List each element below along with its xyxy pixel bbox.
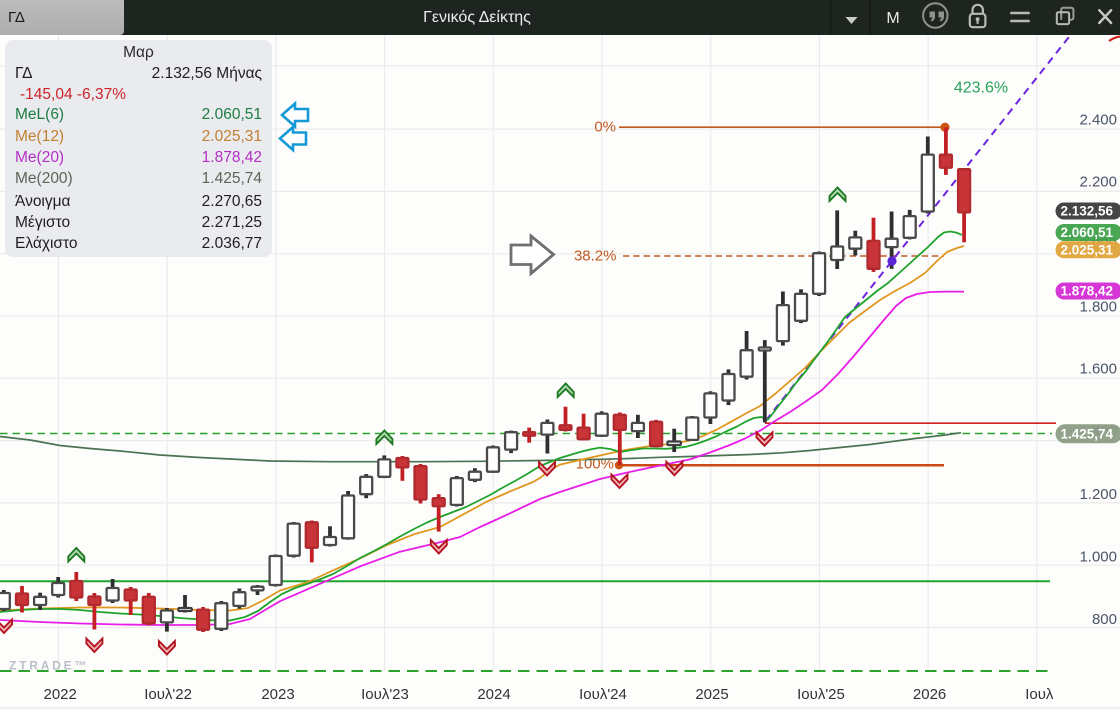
svg-text:2022: 2022: [44, 686, 77, 703]
svg-text:1.200: 1.200: [1079, 486, 1117, 503]
svg-text:ZTRADE™: ZTRADE™: [9, 659, 89, 673]
svg-text:1.000: 1.000: [1079, 549, 1117, 566]
svg-text:423.6%: 423.6%: [954, 80, 1008, 97]
svg-text:M: M: [886, 10, 899, 27]
svg-text:1.878,42: 1.878,42: [1061, 284, 1114, 299]
svg-text:2024: 2024: [477, 686, 510, 703]
svg-text:38.2%: 38.2%: [574, 248, 617, 265]
svg-text:2026: 2026: [913, 686, 946, 703]
svg-text:1.425,74: 1.425,74: [1061, 427, 1114, 442]
svg-text:2025: 2025: [695, 686, 728, 703]
svg-text:2023: 2023: [261, 686, 294, 703]
svg-text:Ιουλ'24: Ιουλ'24: [579, 686, 627, 703]
svg-text:Ιουλ'25: Ιουλ'25: [797, 686, 845, 703]
svg-text:0%: 0%: [594, 119, 616, 136]
svg-text:Ιουλ: Ιουλ: [1025, 686, 1054, 703]
svg-text:100%: 100%: [576, 456, 614, 473]
svg-text:Ιουλ'23: Ιουλ'23: [361, 686, 409, 703]
svg-text:2.132,56: 2.132,56: [1061, 204, 1114, 219]
svg-text:1.800: 1.800: [1079, 299, 1117, 316]
svg-text:2.400: 2.400: [1079, 112, 1117, 129]
svg-text:2.060,51: 2.060,51: [1061, 225, 1114, 240]
svg-text:800: 800: [1092, 611, 1117, 628]
svg-text:2.025,31: 2.025,31: [1061, 243, 1114, 258]
svg-text:2.200: 2.200: [1079, 174, 1117, 191]
svg-text:1.600: 1.600: [1079, 361, 1117, 378]
svg-text:Ιουλ'22: Ιουλ'22: [144, 686, 192, 703]
